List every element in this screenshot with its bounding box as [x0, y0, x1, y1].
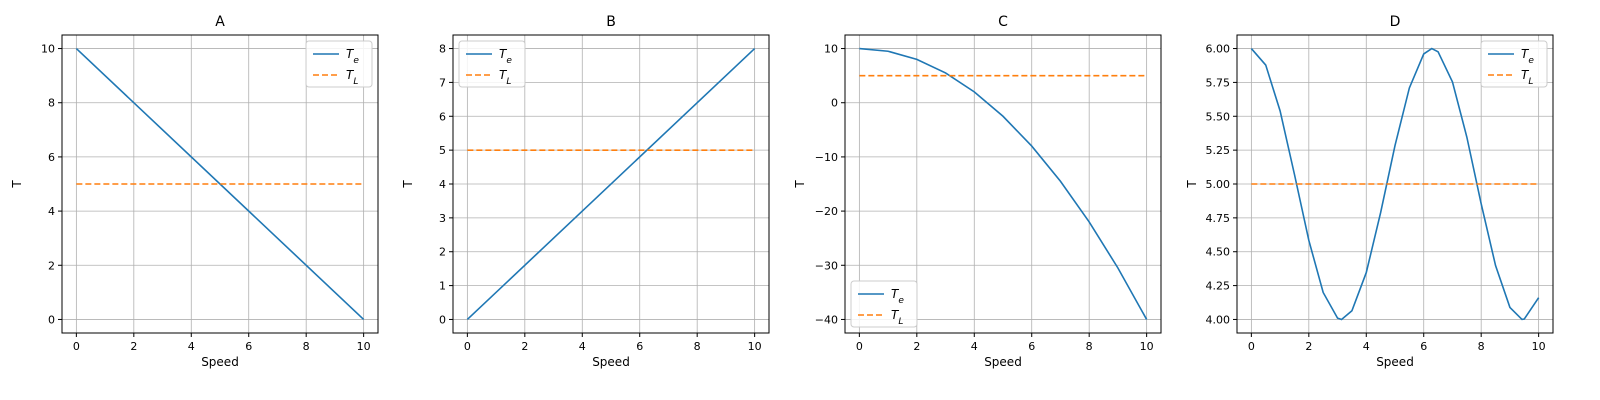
- y-tick-label: 6: [48, 151, 55, 164]
- legend: Te TL: [850, 280, 918, 328]
- axes-frame: [844, 34, 1162, 334]
- x-tick-label: 2: [913, 340, 920, 353]
- y-tick-label: 2: [439, 246, 446, 259]
- y-axis-label: T: [401, 180, 415, 189]
- y-tick-label: −20: [815, 205, 838, 218]
- y-tick-label: 4.25: [1206, 280, 1231, 293]
- legend: Te TL: [1480, 40, 1548, 88]
- y-axis-label: T: [10, 180, 24, 189]
- chart-panel-b: 0 2 4 6 8 10 0 1 2 3 4 5 6 7 8 B Speed T Te TL: [401, 14, 770, 369]
- x-axis-label: Speed: [592, 355, 630, 369]
- y-tick-label: 3: [439, 212, 446, 225]
- y-tick-label: −40: [815, 313, 838, 326]
- x-tick-label: 8: [1086, 340, 1093, 353]
- x-tick-label: 0: [464, 340, 471, 353]
- legend-label: Te: [346, 47, 359, 66]
- y-tick-label: 5.75: [1206, 76, 1231, 89]
- x-tick-label: 4: [971, 340, 978, 353]
- y-tick-label: 1: [439, 280, 446, 293]
- y-tick-label: 5.25: [1206, 144, 1231, 157]
- x-tick-label: 6: [1420, 340, 1427, 353]
- y-tick-label: 6.00: [1206, 43, 1231, 56]
- y-tick-label: 8: [48, 97, 55, 110]
- x-tick-label: 2: [1305, 340, 1312, 353]
- x-tick-label: 4: [579, 340, 586, 353]
- y-tick-label: 0: [48, 313, 55, 326]
- legend-label: TL: [1521, 68, 1533, 87]
- x-tick-label: 8: [694, 340, 701, 353]
- legend-box: [458, 40, 526, 88]
- x-tick-label: 10: [1140, 340, 1154, 353]
- x-tick-label: 0: [856, 340, 863, 353]
- y-tick-label: 6: [439, 110, 446, 123]
- chart-title: C: [998, 14, 1008, 30]
- legend: Te TL: [305, 40, 373, 88]
- y-tick-label: 0: [831, 97, 838, 110]
- y-tick-label: 10: [41, 43, 55, 56]
- x-tick-label: 10: [357, 340, 371, 353]
- x-axis-label: Speed: [1376, 355, 1414, 369]
- legend-label: Te: [891, 287, 904, 306]
- legend-label: Te: [1521, 47, 1534, 66]
- axes-frame: [61, 34, 379, 334]
- y-tick-label: 0: [439, 313, 446, 326]
- y-tick-label: 4.50: [1206, 246, 1231, 259]
- legend-box: [305, 40, 373, 88]
- legend-label: Te: [499, 47, 512, 66]
- y-tick-label: 5.00: [1206, 178, 1231, 191]
- series-line-t-e: [75, 47, 365, 321]
- legend-box: [1480, 40, 1548, 88]
- y-tick-label: 4.00: [1206, 313, 1231, 326]
- x-axis-label: Speed: [984, 355, 1022, 369]
- series-line-t-e: [859, 47, 1148, 320]
- series-line-t-e: [466, 47, 756, 321]
- x-axis-label: Speed: [201, 355, 239, 369]
- x-tick-label: 10: [748, 340, 762, 353]
- x-tick-label: 6: [636, 340, 643, 353]
- chart-title: D: [1390, 14, 1401, 30]
- legend-box: [850, 280, 918, 328]
- x-tick-label: 4: [188, 340, 195, 353]
- y-tick-label: 4: [439, 178, 446, 191]
- y-tick-label: −10: [815, 151, 838, 164]
- legend-label: TL: [891, 308, 903, 327]
- y-tick-label: 5.50: [1206, 110, 1231, 123]
- chart-panel-d: 0 2 4 6 8 10 4.00 4.25 4.50 4.75 5.00 5.25 5.50 5.75 6…: [1185, 14, 1554, 369]
- x-tick-label: 10: [1532, 340, 1546, 353]
- series-line-t-e: [1250, 47, 1540, 321]
- x-tick-label: 2: [521, 340, 528, 353]
- y-axis-label: T: [793, 180, 807, 189]
- x-tick-label: 8: [1478, 340, 1485, 353]
- legend: Te TL: [458, 40, 526, 88]
- y-axis-label: T: [1185, 180, 1199, 189]
- chart-title: A: [215, 14, 225, 30]
- x-tick-label: 2: [130, 340, 137, 353]
- y-tick-label: 7: [439, 76, 446, 89]
- x-tick-label: 0: [73, 340, 80, 353]
- y-tick-label: 10: [824, 43, 838, 56]
- y-tick-label: 2: [48, 259, 55, 272]
- y-tick-label: 5: [439, 144, 446, 157]
- legend-label: TL: [346, 68, 358, 87]
- chart-panel-c: 0 2 4 6 8 10 −40 −30 −20 −10 0 10 C Speed T Te TL: [793, 14, 1162, 369]
- y-tick-label: −30: [815, 259, 838, 272]
- x-tick-label: 6: [245, 340, 252, 353]
- x-tick-label: 0: [1248, 340, 1255, 353]
- x-tick-label: 6: [1028, 340, 1035, 353]
- y-tick-label: 4.75: [1206, 212, 1231, 225]
- chart-panel-a: 0 2 4 6 8 10 0 2 4 6 8 10 A Speed T Te TL: [10, 14, 379, 369]
- legend-label: TL: [499, 68, 511, 87]
- x-tick-label: 4: [1363, 340, 1370, 353]
- y-tick-label: 4: [48, 205, 55, 218]
- y-tick-label: 8: [439, 43, 446, 56]
- chart-title: B: [606, 14, 616, 30]
- x-tick-label: 8: [303, 340, 310, 353]
